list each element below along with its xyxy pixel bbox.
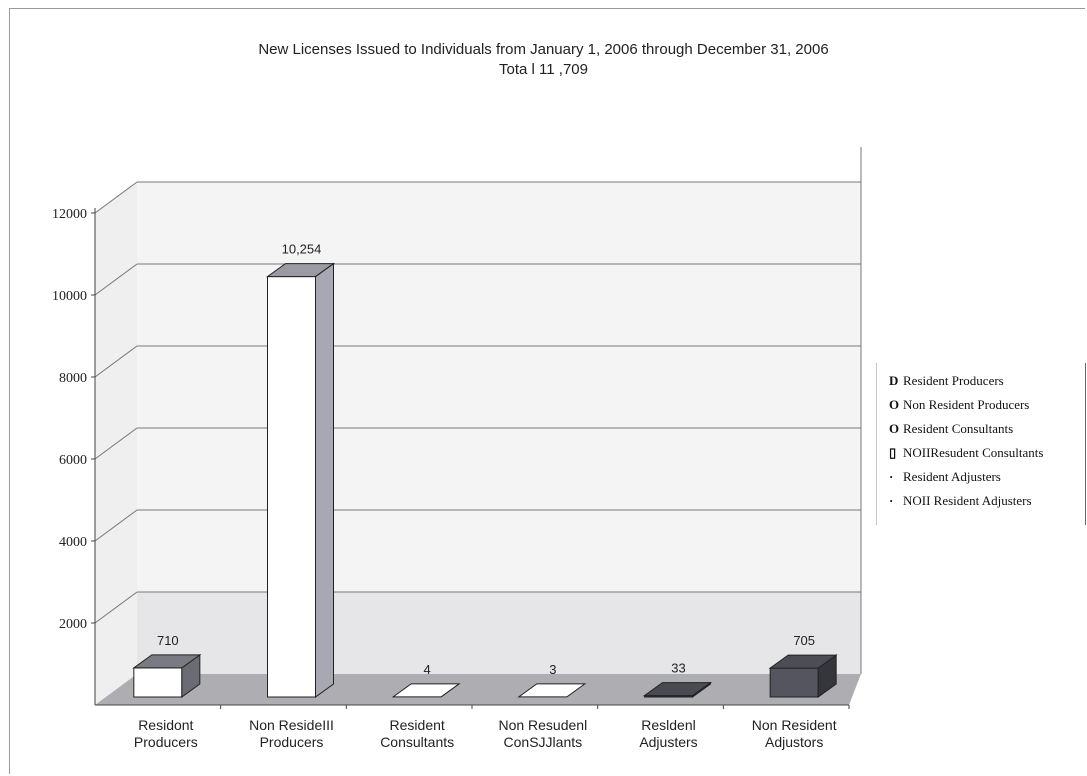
legend-item: O Non Resident Producers: [889, 397, 1029, 413]
y-tick-label: 6000: [59, 453, 87, 468]
gridline-depth: [94, 427, 138, 460]
legend-item: D Resident Producers: [889, 373, 1004, 389]
gridline-depth: [94, 591, 138, 624]
y-tick-label: 2000: [59, 617, 87, 632]
legend-label: NOIIResudent Consultants: [903, 445, 1044, 460]
x-tick-label: Adjustors: [765, 734, 823, 750]
bar-front: [133, 667, 183, 698]
x-tick-label: Producers: [134, 734, 198, 750]
legend-label: Resident Adjusters: [903, 469, 1001, 484]
gridline-depth: [94, 509, 138, 542]
bar-top: [391, 683, 461, 698]
y-tick-label: 12000: [52, 207, 87, 222]
y-tick-label: 8000: [59, 371, 87, 386]
data-label: 33: [671, 661, 685, 676]
legend-label: Resident Producers: [903, 373, 1004, 388]
y-tick-label: 4000: [59, 535, 87, 550]
floor: [95, 674, 861, 705]
bar-front: [769, 667, 819, 698]
x-tick-label: Resldenl: [641, 717, 695, 733]
chart-legend: D Resident Producers O Non Resident Produce…: [876, 363, 1086, 525]
chart-subtitle: Tota l 11 ,709: [499, 61, 588, 78]
bar-top: [642, 682, 713, 697]
bar-top: [265, 263, 336, 278]
legend-label: Resident Consultants: [903, 421, 1014, 436]
x-tick-label: Consultants: [380, 734, 454, 750]
legend-label: Non Resident Producers: [903, 397, 1030, 412]
gridline-depth: [94, 181, 138, 214]
legend-marker: D: [889, 373, 899, 388]
x-tick-label: Non Resudenl: [498, 717, 587, 733]
bar-top: [768, 654, 838, 669]
x-tick-label: ConSJJlants: [504, 734, 583, 750]
data-label: 705: [793, 633, 815, 648]
legend-marker: ·: [889, 493, 894, 508]
legend-item: · NOII Resident Adjusters: [889, 493, 1032, 509]
chart-title: New Licenses Issued to Individuals from …: [258, 41, 829, 58]
legend-item: · Resident Adjusters: [889, 469, 1001, 485]
y-tick-label: 10000: [52, 289, 87, 304]
data-label: 4: [424, 662, 431, 677]
gridline-depth: [94, 345, 138, 378]
x-tick-label: Non Resident: [752, 717, 837, 733]
back-wall-lower-band: [137, 592, 861, 674]
data-label: 3: [549, 662, 556, 677]
chart-frame: [9, 8, 1085, 774]
legend-marker: O: [889, 421, 900, 436]
legend-label: NOII Resident Adjusters: [903, 493, 1032, 508]
x-tick-label: Adjusters: [639, 734, 697, 750]
data-label: 10,254: [282, 242, 322, 257]
bar-top: [517, 683, 587, 698]
legend-item: O Resident Consultants: [889, 421, 1013, 437]
x-tick-label: Residont: [138, 717, 193, 733]
bar-front: [267, 276, 316, 698]
legend-marker: ▯: [889, 445, 897, 460]
x-tick-label: Producers: [260, 734, 324, 750]
bar-side: [315, 262, 334, 698]
bar-top: [132, 654, 202, 669]
legend-marker: O: [889, 397, 900, 412]
x-tick-label: Non ResideIII: [249, 717, 334, 733]
legend-marker: ·: [889, 469, 894, 484]
data-label: 710: [157, 633, 179, 648]
legend-item: ▯ NOIIResudent Consultants: [889, 445, 1043, 461]
x-tick-label: Resident: [390, 717, 445, 733]
gridline-depth: [94, 263, 138, 296]
